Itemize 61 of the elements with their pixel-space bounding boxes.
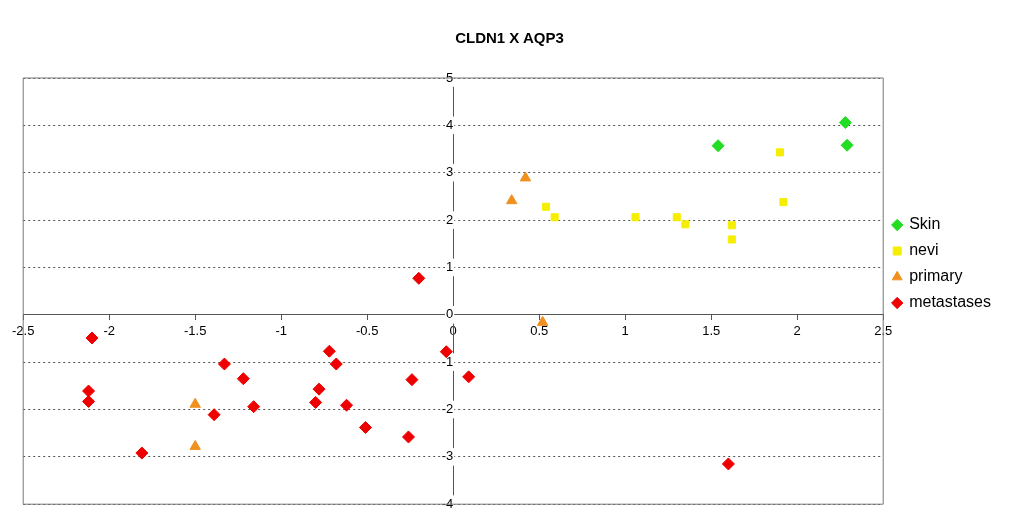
point	[247, 400, 261, 414]
point	[322, 344, 336, 358]
y-tick-label: 3	[445, 164, 454, 180]
point	[217, 357, 231, 371]
point	[85, 331, 99, 345]
y-tick-label: 5	[445, 69, 454, 85]
point	[542, 202, 551, 211]
point	[779, 198, 788, 207]
point	[505, 194, 518, 205]
point	[727, 235, 736, 244]
y-tick-label: -1	[441, 353, 454, 369]
point	[309, 395, 323, 409]
point	[727, 221, 736, 230]
y-tick-label: -3	[441, 448, 454, 464]
point	[189, 439, 201, 450]
point	[550, 213, 559, 222]
point	[711, 139, 725, 153]
point	[412, 271, 426, 285]
chart-title: CLDN1 X AQP3	[455, 29, 564, 47]
x-tick-label: -2	[103, 323, 115, 339]
legend-label: Skin	[909, 215, 941, 233]
x-tick-label: 2	[793, 323, 801, 339]
point	[340, 398, 354, 412]
x-tick-label: 2.5	[874, 323, 893, 339]
point	[82, 384, 96, 398]
point	[189, 397, 201, 408]
point	[462, 370, 476, 384]
point	[82, 394, 96, 408]
point	[631, 213, 640, 222]
y-tick-label: -2	[441, 401, 454, 417]
x-tick-label: -2.5	[12, 323, 35, 339]
point	[838, 116, 852, 130]
point	[721, 457, 735, 471]
point	[681, 220, 690, 229]
legend-label: primary	[909, 267, 963, 285]
point	[405, 373, 419, 387]
point	[536, 315, 549, 326]
y-tick-label: 0	[445, 306, 454, 322]
x-tick-label: 0.5	[530, 323, 549, 339]
x-tick-label: 1.5	[702, 323, 721, 339]
x-tick-label: 1	[621, 323, 629, 339]
point	[135, 446, 149, 460]
y-tick-label: 4	[445, 116, 454, 132]
point	[207, 408, 221, 422]
legend-label: nevi	[909, 241, 939, 259]
point	[236, 372, 250, 386]
point	[329, 357, 343, 371]
point	[312, 382, 326, 396]
x-tick-label: -1	[275, 323, 287, 339]
x-tick-label: -0.5	[355, 323, 379, 339]
point	[775, 148, 785, 157]
point	[672, 213, 681, 222]
x-tick-label: -1.5	[183, 323, 207, 339]
legend-label: metastases	[909, 293, 991, 311]
point	[401, 430, 415, 444]
y-tick-label: -4	[441, 495, 454, 511]
point	[840, 138, 854, 152]
y-tick-label: 1	[445, 259, 454, 274]
point	[358, 420, 372, 434]
point	[519, 171, 532, 182]
y-tick-label: 2	[445, 211, 454, 227]
